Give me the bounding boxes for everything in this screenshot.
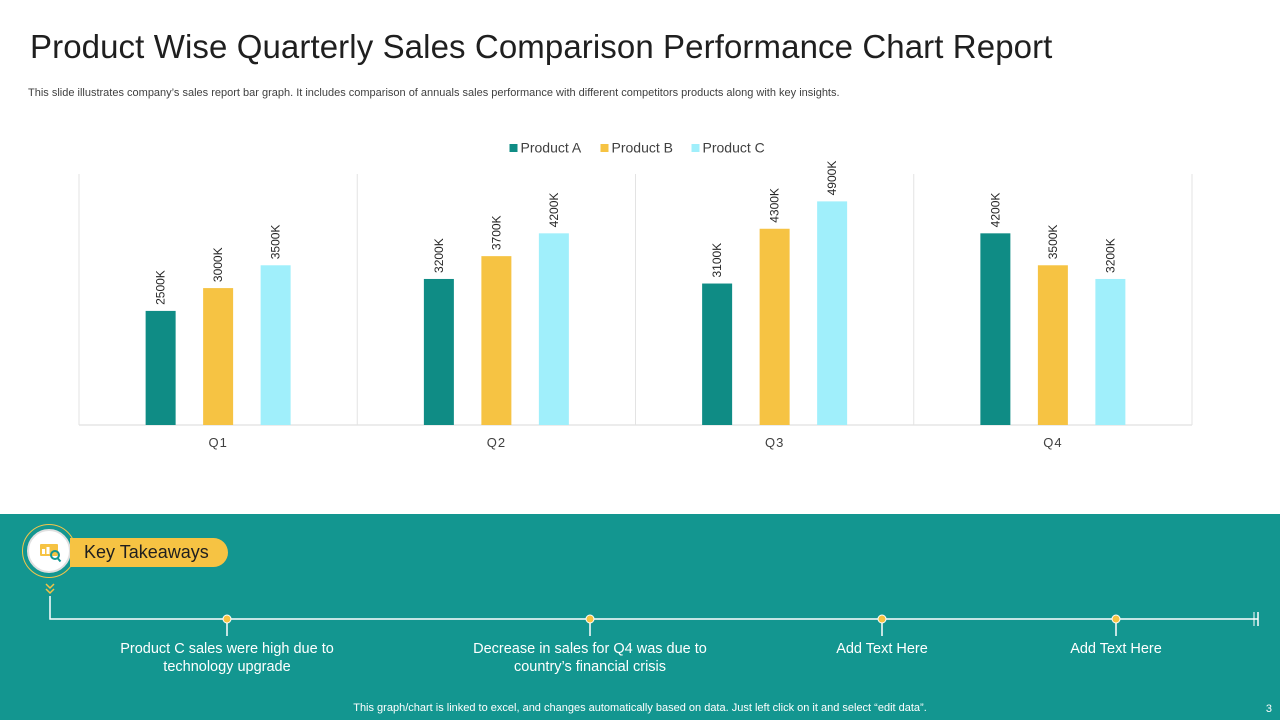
- x-tick-label: Q2: [487, 435, 506, 450]
- bar-data-label: 3200K: [432, 238, 446, 273]
- bar-data-label: 4200K: [547, 193, 561, 228]
- bar: [1037, 265, 1068, 425]
- legend-label: Product C: [703, 140, 765, 156]
- takeaway-text-1[interactable]: Product C sales were high due to technol…: [120, 641, 334, 675]
- x-tick-label: Q1: [208, 435, 227, 450]
- bar: [538, 233, 569, 425]
- bar: [817, 201, 848, 425]
- bar-data-label: 4300K: [768, 188, 782, 223]
- bar-data-label: 4900K: [825, 161, 839, 196]
- bar-data-label: 3200K: [1103, 238, 1117, 273]
- x-tick-label: Q3: [765, 435, 784, 450]
- x-tick-label: Q4: [1043, 435, 1062, 450]
- page-subtitle: This slide illustrates company’s sales r…: [28, 87, 840, 99]
- bar-data-label: 3700K: [489, 215, 503, 250]
- takeaways-icon-badge: [27, 529, 71, 573]
- bar: [145, 310, 176, 425]
- bar-data-label: 3500K: [269, 225, 283, 260]
- bar-data-label: 3000K: [211, 247, 225, 282]
- legend-swatch: [691, 144, 700, 152]
- bar-data-label: 3100K: [710, 243, 724, 278]
- chevron-down-icon: [45, 583, 55, 595]
- legend-swatch: [600, 144, 609, 152]
- bar: [759, 228, 790, 425]
- page-title: Product Wise Quarterly Sales Comparison …: [30, 28, 1053, 65]
- bar: [980, 233, 1011, 425]
- takeaway-text-2[interactable]: Decrease in sales for Q4 was due to coun…: [473, 641, 707, 675]
- legend-swatch: [509, 144, 518, 152]
- legend-label: Product B: [612, 140, 673, 156]
- bar: [1095, 278, 1126, 425]
- footer-note: This graph/chart is linked to excel, and…: [353, 702, 927, 714]
- bar-data-label: 4200K: [988, 193, 1002, 228]
- bar: [260, 265, 291, 425]
- presentation-insight-icon: [40, 544, 62, 563]
- sales-bar-chart[interactable]: 2500K 3000K 3500K Q1 3200K 3700K 4200K Q2 3100K 4…: [0, 130, 1280, 470]
- bar-data-label: 3500K: [1046, 225, 1060, 260]
- key-takeaways-label: Key Takeaways: [70, 538, 228, 567]
- bar: [481, 256, 512, 425]
- bar: [423, 278, 454, 425]
- bar-data-label: 2500K: [154, 270, 168, 305]
- takeaway-text-3[interactable]: Add Text Here: [836, 641, 928, 657]
- bar: [702, 283, 733, 425]
- bar: [203, 288, 234, 425]
- takeaway-text-4[interactable]: Add Text Here: [1070, 641, 1162, 657]
- page-number: 3: [1265, 703, 1272, 715]
- legend-label: Product A: [521, 140, 582, 156]
